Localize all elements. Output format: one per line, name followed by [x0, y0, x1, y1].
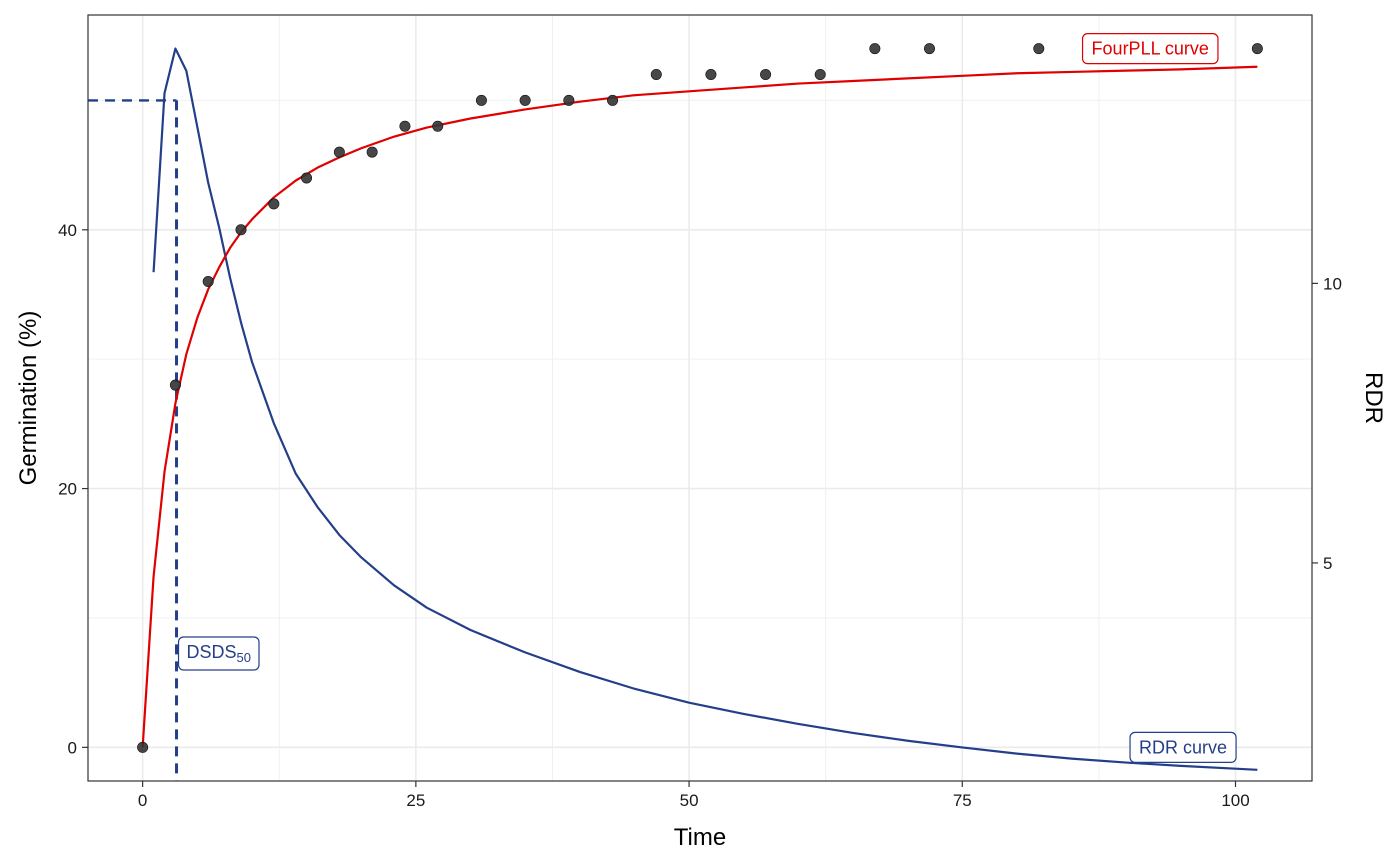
- data-point: [760, 69, 772, 81]
- data-point: [705, 69, 717, 81]
- dsds50-label-box: [177, 636, 260, 671]
- dsds50-label: DSDS50: [177, 636, 260, 671]
- data-point: [235, 224, 247, 236]
- data-point: [169, 379, 181, 391]
- x-tick-label: 75: [953, 791, 972, 810]
- dsds50-label-sub: 50: [237, 650, 251, 665]
- x-tick-label: 100: [1221, 791, 1249, 810]
- data-point: [869, 43, 881, 55]
- data-point: [1033, 43, 1045, 55]
- fourpll-label-text: FourPLL curve: [1092, 39, 1209, 59]
- data-point: [333, 146, 345, 158]
- x-tick-label: 0: [138, 791, 147, 810]
- y2-tick-label: 5: [1323, 554, 1332, 573]
- data-point: [650, 69, 662, 81]
- data-point: [301, 172, 313, 184]
- grid-major: [88, 15, 1312, 781]
- y2-tick-label: 10: [1323, 274, 1342, 293]
- fourpll-curve-line: [141, 65, 1258, 748]
- data-point: [432, 120, 444, 132]
- data-point: [1251, 43, 1263, 55]
- y-tick-label: 20: [58, 480, 77, 499]
- data-point: [563, 94, 575, 106]
- data-point: [475, 94, 487, 106]
- x-tick-label: 25: [406, 791, 425, 810]
- data-point: [268, 198, 280, 210]
- data-point: [399, 120, 411, 132]
- fourpll-label-box: [1081, 33, 1219, 65]
- data-point: [607, 94, 619, 106]
- y-axis-left: 0 20 40: [58, 221, 88, 757]
- x-tick-label: 50: [680, 791, 699, 810]
- points-layer: [137, 43, 1263, 753]
- rdr-label: RDR curve: [1129, 731, 1237, 763]
- rdr-label-text: RDR curve: [1139, 737, 1227, 757]
- data-point: [814, 69, 826, 81]
- y-axis-title: Germination (%): [15, 311, 42, 486]
- data-point: [519, 94, 531, 106]
- rdr-label-box: [1129, 731, 1237, 763]
- labels-layer: FourPLL curve RDR curve DSDS50: [177, 33, 1237, 763]
- rdr-curve-line: [152, 47, 1258, 771]
- y-tick-label: 40: [58, 221, 77, 240]
- data-point: [137, 741, 149, 753]
- y2-axis-title: RDR: [1360, 372, 1387, 424]
- y-tick-label: 0: [68, 738, 77, 757]
- grid-minor: [88, 15, 1312, 781]
- dsds50-label-main: DSDS: [187, 642, 237, 662]
- panel-border: [87, 14, 1313, 782]
- data-point: [366, 146, 378, 158]
- series-lines: [88, 47, 1258, 781]
- dsds50-label-text: DSDS50: [187, 642, 251, 665]
- x-axis: 0 25 50 75 100: [138, 781, 1250, 810]
- fourpll-label: FourPLL curve: [1081, 33, 1219, 65]
- data-point: [923, 43, 935, 55]
- data-point: [202, 276, 214, 288]
- y-axis-right: 5 10: [1312, 274, 1342, 573]
- x-axis-title: Time: [674, 824, 726, 851]
